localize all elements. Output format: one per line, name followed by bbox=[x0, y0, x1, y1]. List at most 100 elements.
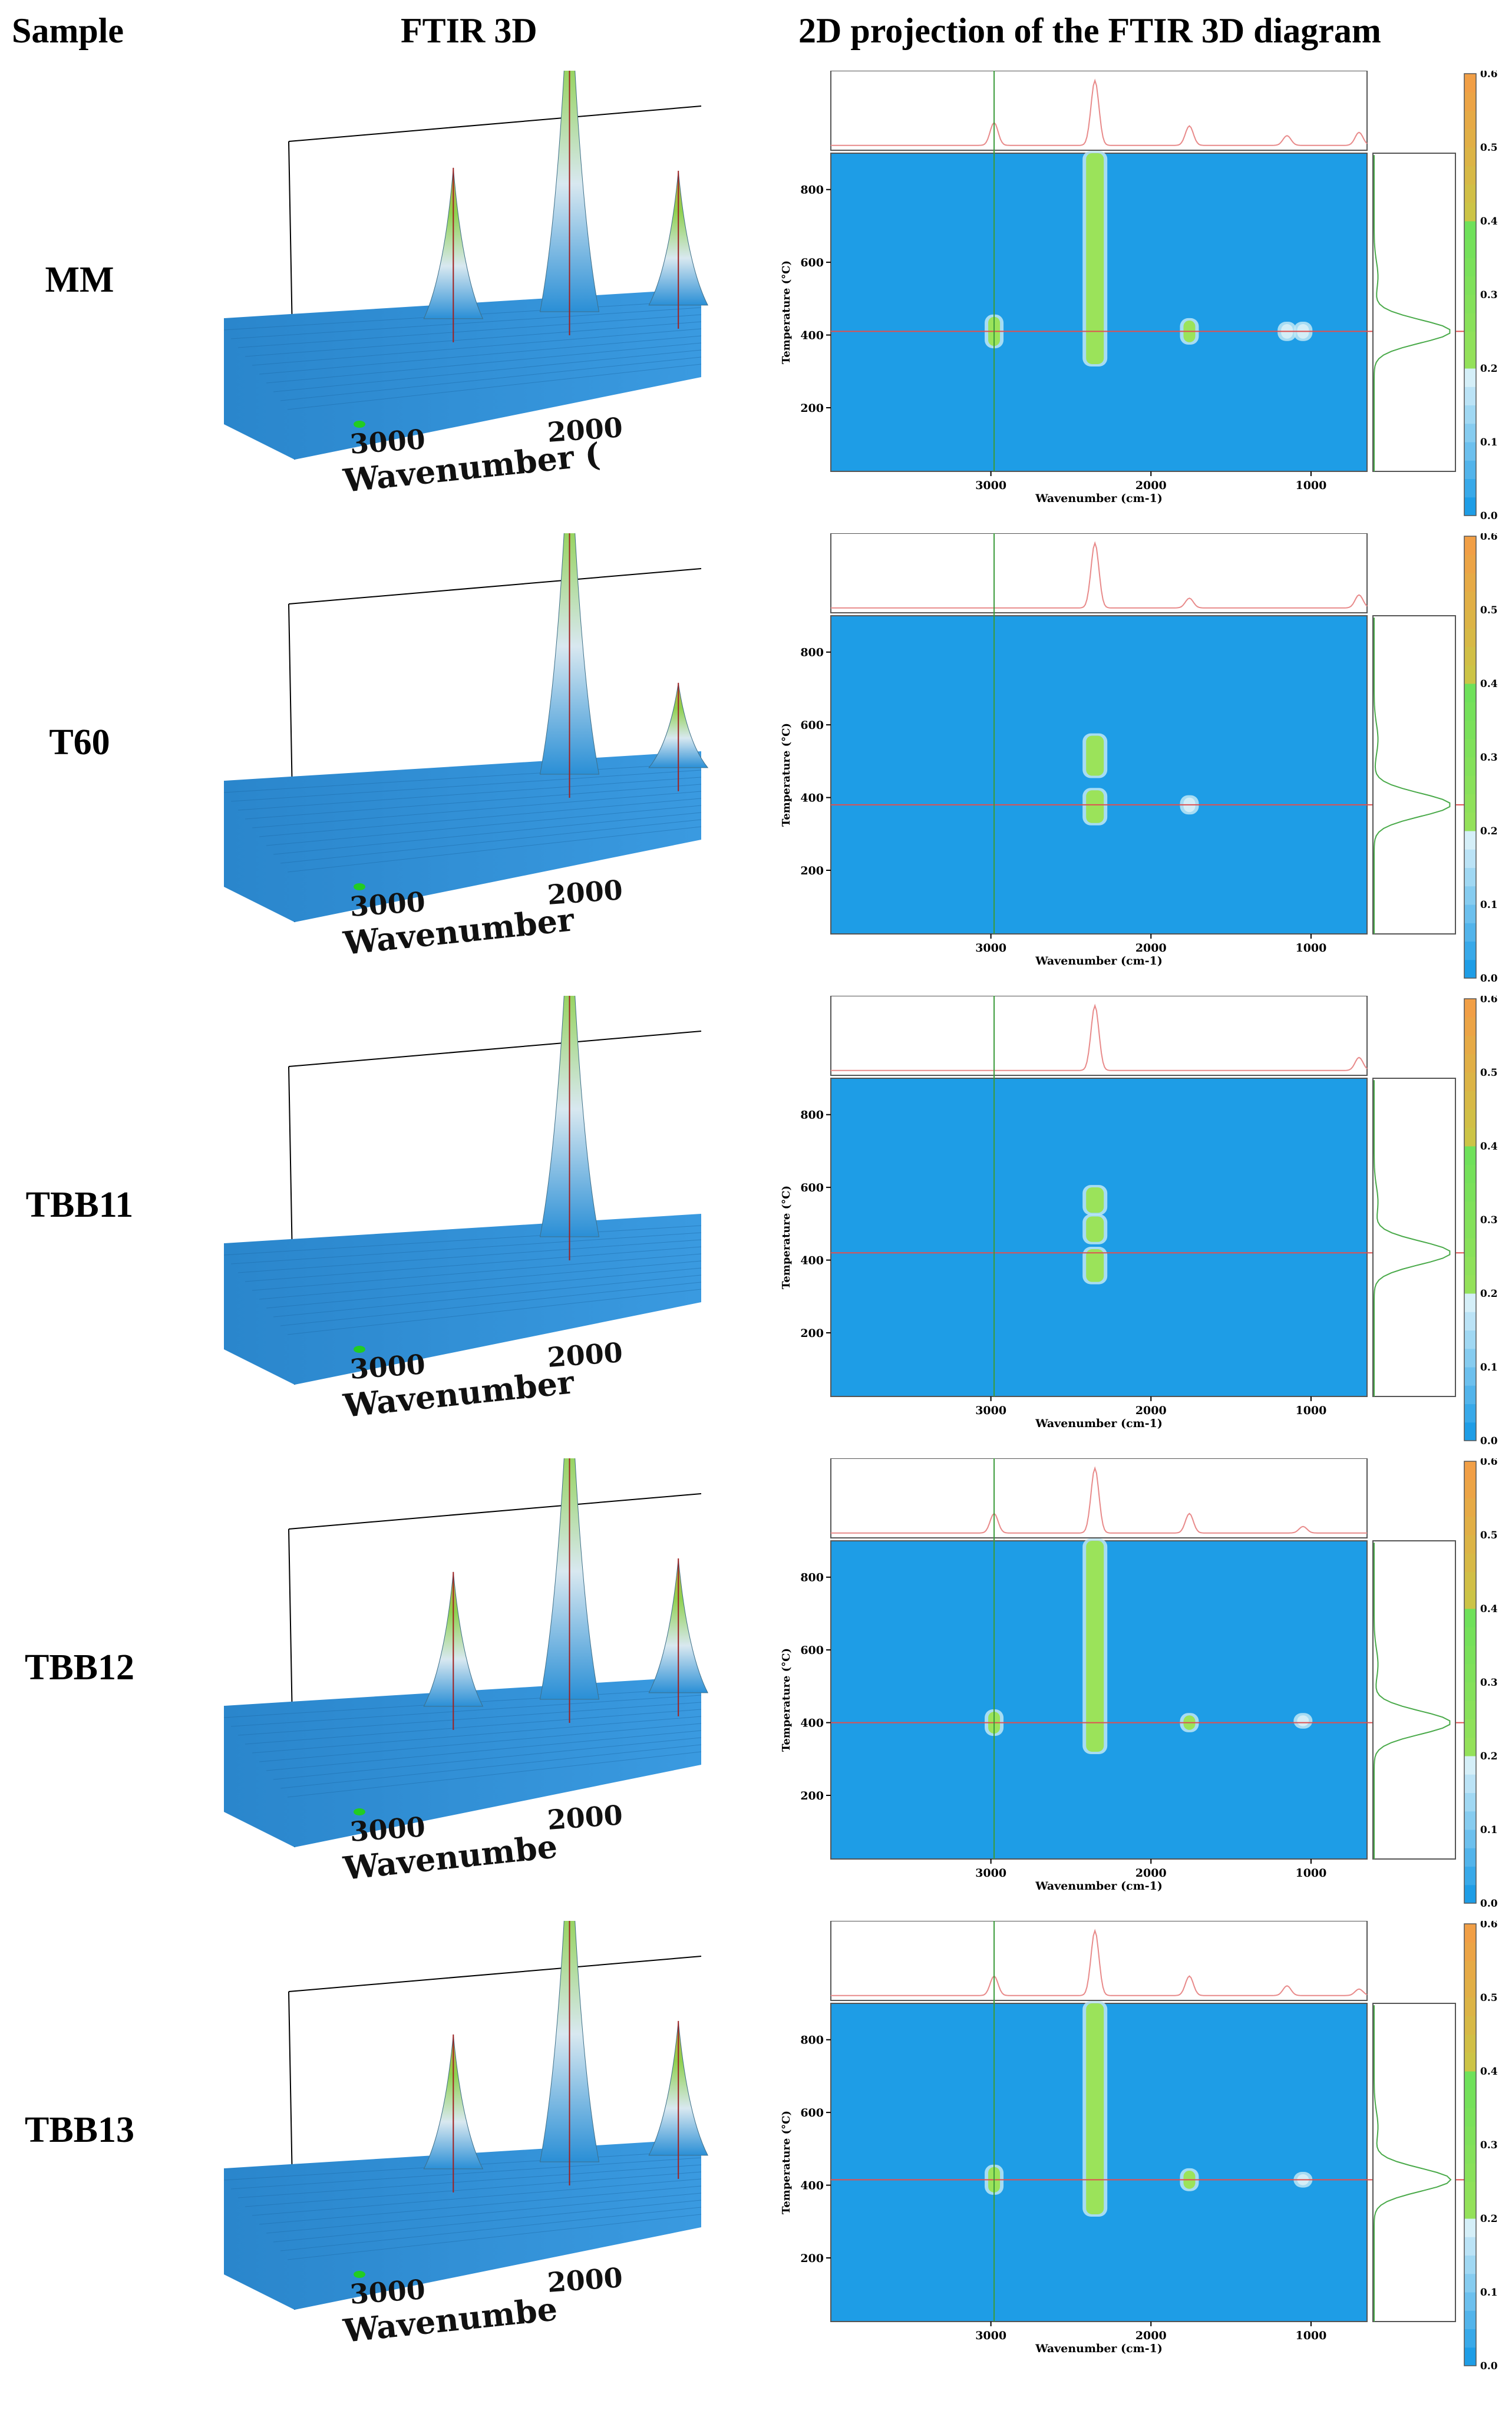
colorbar-step bbox=[1464, 573, 1476, 592]
colorbar-step bbox=[1464, 1238, 1476, 1257]
floor-grid-line bbox=[245, 2171, 702, 2207]
colorbar-step bbox=[1464, 959, 1476, 979]
axis-marker bbox=[354, 1808, 365, 1815]
floor-grid-line bbox=[245, 1709, 702, 1745]
axis3d-tick-label: 2000 bbox=[546, 411, 623, 448]
colorbar-step bbox=[1464, 775, 1476, 794]
colorbar-step bbox=[1464, 257, 1476, 277]
colorbar-step bbox=[1464, 646, 1476, 666]
axis-marker bbox=[354, 421, 365, 428]
colorbar-step bbox=[1464, 2181, 1476, 2201]
y-tick-label: 600 bbox=[800, 256, 824, 269]
heatmap-hotspot bbox=[1086, 790, 1104, 823]
axis-marker bbox=[354, 883, 365, 890]
floor-grid-line bbox=[230, 1695, 702, 1727]
colorbar-step bbox=[1464, 1811, 1476, 1830]
colorbar-step bbox=[1464, 738, 1476, 758]
colorbar-step bbox=[1464, 147, 1476, 166]
floor-grid-line bbox=[287, 364, 702, 410]
colorbar-frame bbox=[1464, 73, 1477, 516]
colorbar-step bbox=[1464, 628, 1476, 647]
colorbar-tick-label: 0.3 bbox=[1480, 289, 1498, 301]
colorbar-step bbox=[1464, 331, 1476, 351]
y-tick-label: 800 bbox=[800, 646, 824, 659]
axis3d-tick-label: 3000 bbox=[349, 886, 426, 923]
x-tick-label: 2000 bbox=[1135, 1867, 1167, 1880]
floor-grid-line bbox=[252, 1253, 702, 1291]
colorbar-step bbox=[1464, 184, 1476, 203]
ftir-3d-plot: 3000 2000 Wavenumber bbox=[218, 996, 737, 1455]
colorbar-step bbox=[1464, 128, 1476, 148]
floor-grid-line bbox=[287, 1751, 702, 1798]
heatmap-hotspot bbox=[1086, 2003, 1104, 2214]
y-tick-label: 400 bbox=[800, 792, 824, 805]
colorbar-step bbox=[1464, 1127, 1476, 1147]
colorbar-tick-label: 0.0 bbox=[1480, 973, 1498, 985]
heatmap-hotspot bbox=[1086, 735, 1104, 776]
floor-grid-line bbox=[273, 812, 702, 855]
heatmap-hotspot bbox=[1086, 1216, 1104, 1242]
sample-row: TBB13 3000 2000 Wavenumbe 3000 2000 1000 Wavenu… bbox=[0, 1919, 1512, 2380]
axis3d-tick-label: 3000 bbox=[349, 1811, 426, 1848]
floor-surface bbox=[224, 1214, 701, 1385]
colorbar-tick-label: 0.4 bbox=[1480, 2066, 1498, 2078]
projection-svg: 3000 2000 1000 Wavenumber (cm-1) 200 400 600 80… bbox=[780, 1919, 1498, 2372]
colorbar-step bbox=[1464, 2218, 1476, 2237]
colorbar-tick-label: 0.0 bbox=[1480, 1898, 1498, 1910]
floor-grid-line bbox=[259, 335, 702, 375]
projection-svg: 3000 2000 1000 Wavenumber (cm-1) 200 400 600 80… bbox=[780, 1456, 1498, 1910]
colorbar-step bbox=[1464, 1146, 1476, 1165]
colorbar-step bbox=[1464, 867, 1476, 887]
colorbar-frame bbox=[1464, 1461, 1477, 1904]
ftir-3d-plot: 3000 2000 Wavenumbe bbox=[218, 1921, 737, 2380]
colorbar-step bbox=[1464, 1830, 1476, 1848]
sample-label: TBB11 bbox=[25, 1185, 134, 1225]
colorbar-step bbox=[1464, 405, 1476, 424]
temp-profile-line bbox=[1374, 618, 1451, 934]
colorbar-tick-label: 0.0 bbox=[1480, 510, 1498, 522]
x-tick-label: 3000 bbox=[975, 942, 1006, 955]
ftir-2d-projection: 3000 2000 1000 Wavenumber (cm-1) 200 400 600 80… bbox=[778, 993, 1508, 1455]
spectrum-box bbox=[830, 1458, 1368, 1538]
floor-grid-line bbox=[259, 2185, 702, 2225]
heatmap-hotspot bbox=[1086, 153, 1104, 364]
colorbar-tick-label: 0.0 bbox=[1480, 1435, 1498, 1447]
temp-profile-box bbox=[1372, 615, 1456, 935]
spectrum-line bbox=[831, 1466, 1367, 1534]
y-tick-label: 200 bbox=[800, 864, 824, 877]
colorbar-step bbox=[1464, 665, 1476, 684]
colorbar-step bbox=[1464, 1792, 1476, 1812]
colorbar-step bbox=[1464, 202, 1476, 222]
colorbar-step bbox=[1464, 1183, 1476, 1202]
ftir-2d-projection: 3000 2000 1000 Wavenumber (cm-1) 200 400 600 80… bbox=[778, 531, 1508, 993]
x-tick-label: 1000 bbox=[1295, 2329, 1326, 2342]
colorbar-step bbox=[1464, 1312, 1476, 1330]
colorbar-step bbox=[1464, 387, 1476, 405]
axis3d-tick-label: 2000 bbox=[546, 1336, 623, 1373]
colorbar-step bbox=[1464, 720, 1476, 739]
colorbar-tick-label: 0.1 bbox=[1480, 1362, 1498, 1373]
heatmap-hotspot bbox=[1086, 1187, 1104, 1213]
colorbar-step bbox=[1464, 2016, 1476, 2035]
colorbar-tick-label: 0.4 bbox=[1480, 1141, 1498, 1153]
floor-grid-line bbox=[273, 349, 702, 392]
ftir-3d-plot: 3000 2000 Wavenumber bbox=[218, 533, 737, 993]
y-tick-label: 200 bbox=[800, 402, 824, 415]
colorbar-step bbox=[1464, 1516, 1476, 1536]
colorbar-step bbox=[1464, 1627, 1476, 1646]
colorbar-step bbox=[1464, 2089, 1476, 2108]
colorbar-step bbox=[1464, 757, 1476, 776]
floor-grid-line bbox=[237, 1702, 702, 1736]
axis3d-tick-label: 3000 bbox=[349, 2273, 426, 2310]
ftir-2d-projection: 3000 2000 1000 Wavenumber (cm-1) 200 400 600 80… bbox=[778, 1456, 1508, 1918]
colorbar-step bbox=[1464, 1701, 1476, 1719]
floor-grid-line bbox=[252, 2178, 702, 2216]
floor-grid-line bbox=[266, 805, 702, 846]
floor-grid-line bbox=[237, 314, 702, 348]
spectrum-line bbox=[831, 1929, 1368, 1996]
temp-profile-line bbox=[1374, 1543, 1451, 1859]
